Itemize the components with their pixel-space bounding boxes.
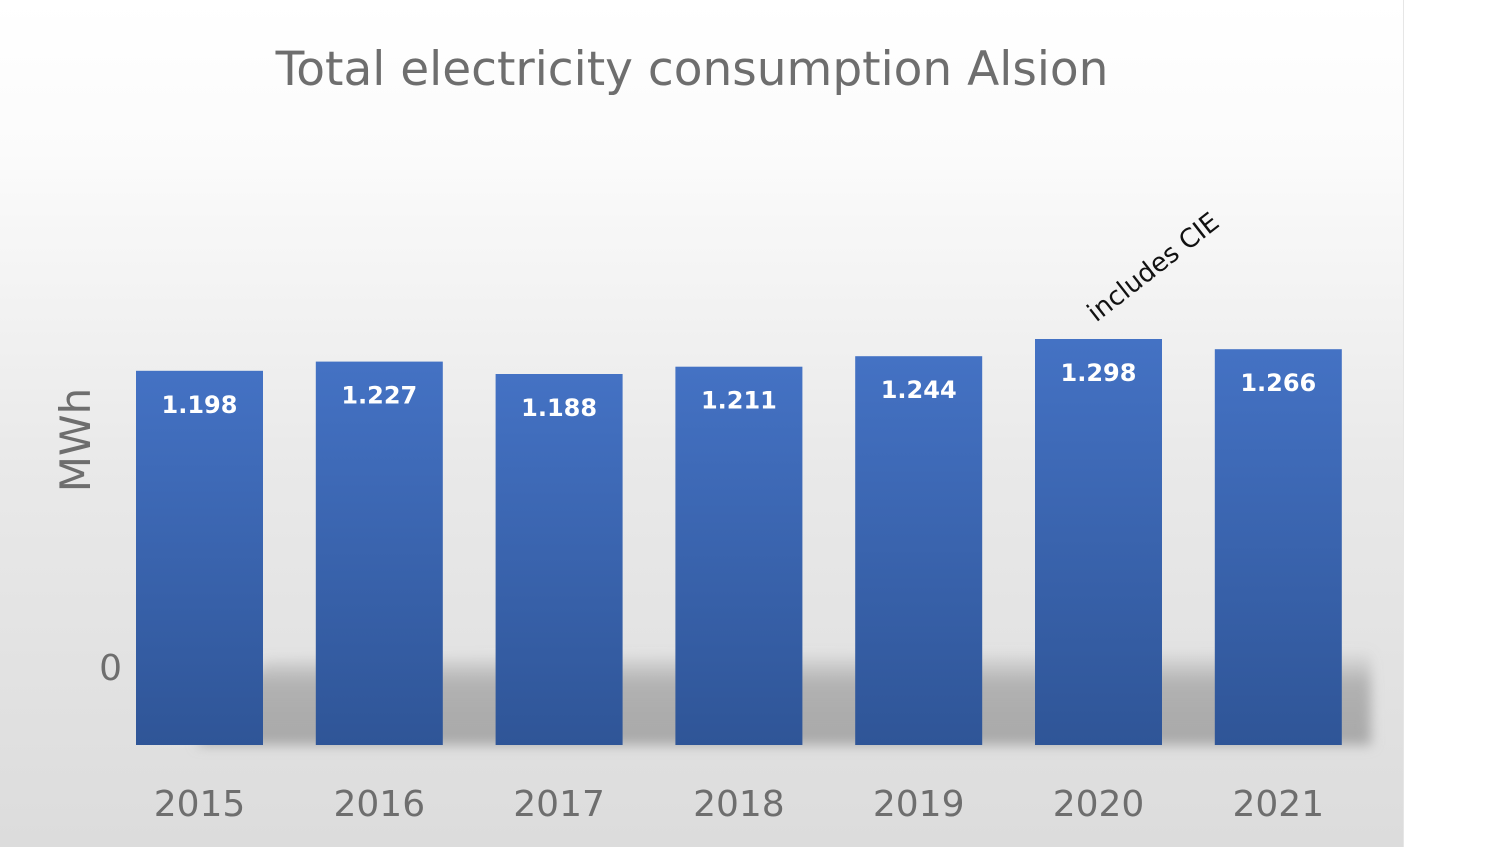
value-label-2020: 1.298 (1061, 359, 1137, 387)
chart-title: Total electricity consumption Alsion (275, 42, 1109, 97)
annotation-2020: includes CIE (1082, 207, 1225, 328)
value-labels-group: 1.198 1.227 1.188 1.211 1.244 1.298 1.266 (162, 359, 1317, 422)
value-label-2016: 1.227 (341, 382, 417, 410)
x-tick-label-2018: 2018 (693, 784, 785, 825)
bar-2020 (1035, 339, 1162, 745)
bar-2019 (855, 356, 983, 745)
bar-2016 (315, 361, 443, 745)
bar-2021 (1214, 349, 1342, 745)
x-tick-label-2020: 2020 (1053, 784, 1145, 825)
bar-2015 (136, 370, 263, 745)
x-tick-label-2015: 2015 (154, 784, 246, 825)
value-label-2015: 1.198 (162, 391, 238, 419)
value-label-2018: 1.211 (701, 387, 777, 415)
x-tick-label-2017: 2017 (513, 784, 605, 825)
y-tick-label-0: 0 (99, 648, 122, 689)
x-tick-label-2021: 2021 (1232, 784, 1324, 825)
x-tick-labels-group: 2015 2016 2017 2018 2019 2020 2021 (154, 784, 1324, 825)
value-label-2017: 1.188 (521, 394, 597, 422)
annotations-group: includes CIE (1082, 207, 1225, 328)
bar-2018 (675, 366, 803, 745)
x-tick-label-2016: 2016 (333, 784, 425, 825)
y-axis-label: MWh (51, 388, 100, 492)
value-label-2021: 1.266 (1240, 369, 1316, 397)
bar-chart: Total electricity consumption Alsion MWh… (51, 42, 1371, 825)
right-margin-strip (1403, 0, 1502, 847)
value-label-2019: 1.244 (881, 376, 957, 404)
bars-group (136, 339, 1342, 745)
bar-2017 (495, 374, 623, 745)
x-tick-label-2019: 2019 (873, 784, 965, 825)
